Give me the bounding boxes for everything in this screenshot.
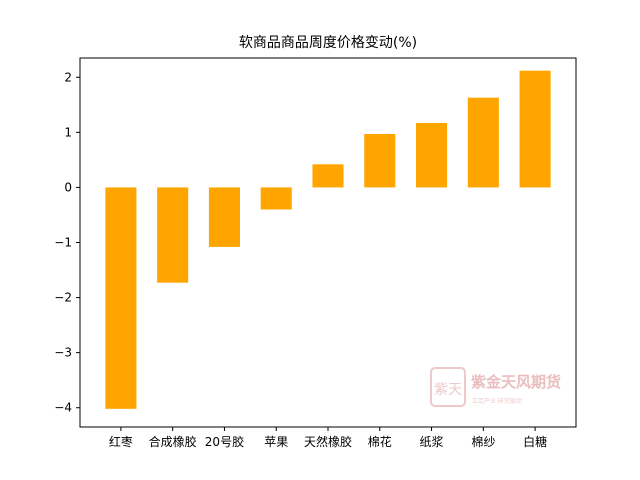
bar-天然橡胶 xyxy=(312,164,344,188)
y-tick-label: 0 xyxy=(64,180,72,194)
bar-苹果 xyxy=(260,187,292,210)
bar-20号胶 xyxy=(208,187,240,247)
chart-title: 软商品商品周度价格变动(%) xyxy=(239,35,417,51)
x-tick-label: 纸浆 xyxy=(420,434,444,449)
bar-白糖 xyxy=(519,70,551,188)
y-tick-label: 2 xyxy=(64,70,72,84)
bars xyxy=(105,70,551,409)
x-tick-label: 20号胶 xyxy=(205,434,244,449)
y-tick-label: −1 xyxy=(54,236,72,250)
x-tick-label: 红枣 xyxy=(109,434,133,449)
x-tick-label: 棉纱 xyxy=(471,435,495,449)
y-tick-label: 1 xyxy=(64,125,72,139)
bar-合成橡胶 xyxy=(157,187,189,283)
y-tick-label: −4 xyxy=(54,401,72,415)
watermark-seal-text: 紫天 xyxy=(434,382,462,398)
watermark-brand: 紫金天风期货 xyxy=(471,373,561,391)
x-tick-label: 苹果 xyxy=(264,435,288,449)
y-tick-label: −2 xyxy=(54,291,72,305)
watermark-seal xyxy=(430,367,466,407)
x-tick-label: 白糖 xyxy=(523,434,547,449)
watermark: 紫天 紫金天风期货 立足产业 研究驱动 xyxy=(430,367,561,407)
x-tick-label: 合成橡胶 xyxy=(149,434,197,449)
watermark-tagline: 立足产业 研究驱动 xyxy=(472,397,522,405)
bar-红枣 xyxy=(105,187,137,409)
y-tick-label: −3 xyxy=(54,346,72,360)
plot-frame xyxy=(79,57,577,428)
x-tick-label: 棉花 xyxy=(368,434,392,449)
y-axis: 2 1 0 −1 −2 −3 −4 xyxy=(54,70,80,415)
bar-棉纱 xyxy=(467,97,499,188)
x-tick-label: 天然橡胶 xyxy=(304,434,352,449)
x-axis: 红枣 合成橡胶 20号胶 苹果 天然橡胶 棉花 纸浆 棉纱 白糖 xyxy=(109,427,547,449)
bar-纸浆 xyxy=(416,122,448,188)
bar-棉花 xyxy=(364,134,396,188)
